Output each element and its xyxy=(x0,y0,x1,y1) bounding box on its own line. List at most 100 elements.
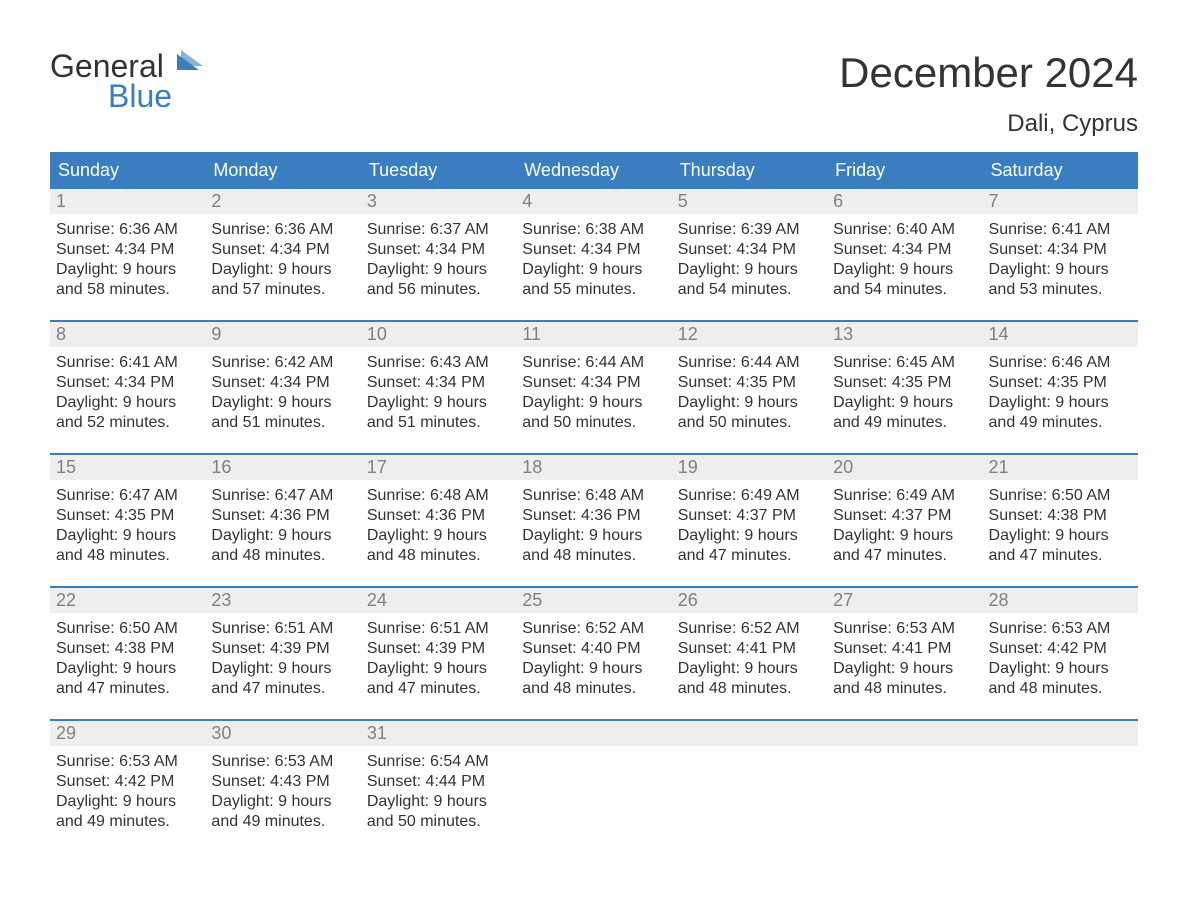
sunset-text: Sunset: 4:35 PM xyxy=(678,373,821,393)
day-cell: Sunrise: 6:49 AMSunset: 4:37 PMDaylight:… xyxy=(672,480,827,572)
day-cell: Sunrise: 6:51 AMSunset: 4:39 PMDaylight:… xyxy=(361,613,516,705)
sunset-text: Sunset: 4:34 PM xyxy=(367,373,510,393)
daylight-text-2: and 57 minutes. xyxy=(211,280,354,300)
logo: General Blue xyxy=(50,50,207,112)
daylight-text-1: Daylight: 9 hours xyxy=(989,526,1132,546)
daylight-text-2: and 53 minutes. xyxy=(989,280,1132,300)
daylight-text-1: Daylight: 9 hours xyxy=(367,260,510,280)
page: General Blue December 2024 Dali, Cyprus … xyxy=(0,0,1188,878)
day-number-row: 15161718192021 xyxy=(50,455,1138,480)
day-cell: Sunrise: 6:42 AMSunset: 4:34 PMDaylight:… xyxy=(205,347,360,439)
daylight-text-2: and 50 minutes. xyxy=(522,413,665,433)
daylight-text-1: Daylight: 9 hours xyxy=(211,659,354,679)
sunset-text: Sunset: 4:44 PM xyxy=(367,772,510,792)
daylight-text-2: and 47 minutes. xyxy=(56,679,199,699)
sunrise-text: Sunrise: 6:39 AM xyxy=(678,220,821,240)
sunset-text: Sunset: 4:34 PM xyxy=(989,240,1132,260)
daylight-text-2: and 54 minutes. xyxy=(833,280,976,300)
daylight-text-2: and 58 minutes. xyxy=(56,280,199,300)
daylight-text-1: Daylight: 9 hours xyxy=(522,393,665,413)
sunrise-text: Sunrise: 6:37 AM xyxy=(367,220,510,240)
day-cell: Sunrise: 6:46 AMSunset: 4:35 PMDaylight:… xyxy=(983,347,1138,439)
sunrise-text: Sunrise: 6:53 AM xyxy=(211,752,354,772)
sunset-text: Sunset: 4:37 PM xyxy=(833,506,976,526)
day-cell: Sunrise: 6:48 AMSunset: 4:36 PMDaylight:… xyxy=(361,480,516,572)
day-number: 30 xyxy=(205,721,360,746)
day-cell: Sunrise: 6:43 AMSunset: 4:34 PMDaylight:… xyxy=(361,347,516,439)
day-number: 20 xyxy=(827,455,982,480)
day-cell: Sunrise: 6:44 AMSunset: 4:34 PMDaylight:… xyxy=(516,347,671,439)
sunset-text: Sunset: 4:42 PM xyxy=(56,772,199,792)
day-cell: Sunrise: 6:53 AMSunset: 4:42 PMDaylight:… xyxy=(50,746,205,838)
daylight-text-1: Daylight: 9 hours xyxy=(833,659,976,679)
calendar-header-cell: Saturday xyxy=(983,152,1138,189)
sunset-text: Sunset: 4:36 PM xyxy=(522,506,665,526)
day-number: 9 xyxy=(205,322,360,347)
daylight-text-1: Daylight: 9 hours xyxy=(678,526,821,546)
sunrise-text: Sunrise: 6:40 AM xyxy=(833,220,976,240)
day-cell: Sunrise: 6:53 AMSunset: 4:42 PMDaylight:… xyxy=(983,613,1138,705)
day-cell: Sunrise: 6:36 AMSunset: 4:34 PMDaylight:… xyxy=(205,214,360,306)
day-number: 16 xyxy=(205,455,360,480)
logo-part2: Blue xyxy=(108,80,172,112)
sunrise-text: Sunrise: 6:48 AM xyxy=(522,486,665,506)
sunrise-text: Sunrise: 6:53 AM xyxy=(56,752,199,772)
sunset-text: Sunset: 4:34 PM xyxy=(522,373,665,393)
day-number: 25 xyxy=(516,588,671,613)
day-number: 23 xyxy=(205,588,360,613)
day-cell: Sunrise: 6:40 AMSunset: 4:34 PMDaylight:… xyxy=(827,214,982,306)
day-number: 29 xyxy=(50,721,205,746)
sunset-text: Sunset: 4:38 PM xyxy=(989,506,1132,526)
daylight-text-1: Daylight: 9 hours xyxy=(56,393,199,413)
daylight-text-2: and 48 minutes. xyxy=(678,679,821,699)
day-number-row: 293031 xyxy=(50,721,1138,746)
day-number: 26 xyxy=(672,588,827,613)
day-number: 24 xyxy=(361,588,516,613)
sunset-text: Sunset: 4:34 PM xyxy=(367,240,510,260)
daylight-text-2: and 48 minutes. xyxy=(989,679,1132,699)
daylight-text-1: Daylight: 9 hours xyxy=(678,260,821,280)
sunrise-text: Sunrise: 6:49 AM xyxy=(833,486,976,506)
daylight-text-2: and 56 minutes. xyxy=(367,280,510,300)
day-cell: Sunrise: 6:50 AMSunset: 4:38 PMDaylight:… xyxy=(983,480,1138,572)
day-number: 2 xyxy=(205,189,360,214)
daylight-text-2: and 50 minutes. xyxy=(367,812,510,832)
daylight-text-1: Daylight: 9 hours xyxy=(367,659,510,679)
sunset-text: Sunset: 4:34 PM xyxy=(56,240,199,260)
sunset-text: Sunset: 4:36 PM xyxy=(211,506,354,526)
sunrise-text: Sunrise: 6:41 AM xyxy=(989,220,1132,240)
day-cell: Sunrise: 6:47 AMSunset: 4:35 PMDaylight:… xyxy=(50,480,205,572)
day-number: 5 xyxy=(672,189,827,214)
day-body-row: Sunrise: 6:41 AMSunset: 4:34 PMDaylight:… xyxy=(50,347,1138,439)
sunset-text: Sunset: 4:37 PM xyxy=(678,506,821,526)
sunrise-text: Sunrise: 6:42 AM xyxy=(211,353,354,373)
day-cell: Sunrise: 6:52 AMSunset: 4:41 PMDaylight:… xyxy=(672,613,827,705)
daylight-text-1: Daylight: 9 hours xyxy=(833,393,976,413)
sunset-text: Sunset: 4:38 PM xyxy=(56,639,199,659)
page-title: December 2024 xyxy=(839,50,1138,96)
daylight-text-1: Daylight: 9 hours xyxy=(989,659,1132,679)
daylight-text-1: Daylight: 9 hours xyxy=(211,792,354,812)
day-cell: Sunrise: 6:41 AMSunset: 4:34 PMDaylight:… xyxy=(983,214,1138,306)
day-cell xyxy=(827,746,982,838)
daylight-text-2: and 54 minutes. xyxy=(678,280,821,300)
sunrise-text: Sunrise: 6:44 AM xyxy=(522,353,665,373)
daylight-text-1: Daylight: 9 hours xyxy=(522,659,665,679)
calendar-header-row: SundayMondayTuesdayWednesdayThursdayFrid… xyxy=(50,152,1138,189)
day-cell xyxy=(672,746,827,838)
day-cell xyxy=(983,746,1138,838)
day-number xyxy=(516,721,671,746)
sunset-text: Sunset: 4:34 PM xyxy=(678,240,821,260)
sunrise-text: Sunrise: 6:53 AM xyxy=(989,619,1132,639)
daylight-text-2: and 47 minutes. xyxy=(678,546,821,566)
sunset-text: Sunset: 4:34 PM xyxy=(56,373,199,393)
day-number: 1 xyxy=(50,189,205,214)
sunrise-text: Sunrise: 6:43 AM xyxy=(367,353,510,373)
daylight-text-2: and 47 minutes. xyxy=(833,546,976,566)
daylight-text-2: and 51 minutes. xyxy=(211,413,354,433)
day-number-row: 891011121314 xyxy=(50,322,1138,347)
day-number xyxy=(983,721,1138,746)
daylight-text-2: and 48 minutes. xyxy=(367,546,510,566)
day-cell: Sunrise: 6:53 AMSunset: 4:41 PMDaylight:… xyxy=(827,613,982,705)
sunset-text: Sunset: 4:40 PM xyxy=(522,639,665,659)
